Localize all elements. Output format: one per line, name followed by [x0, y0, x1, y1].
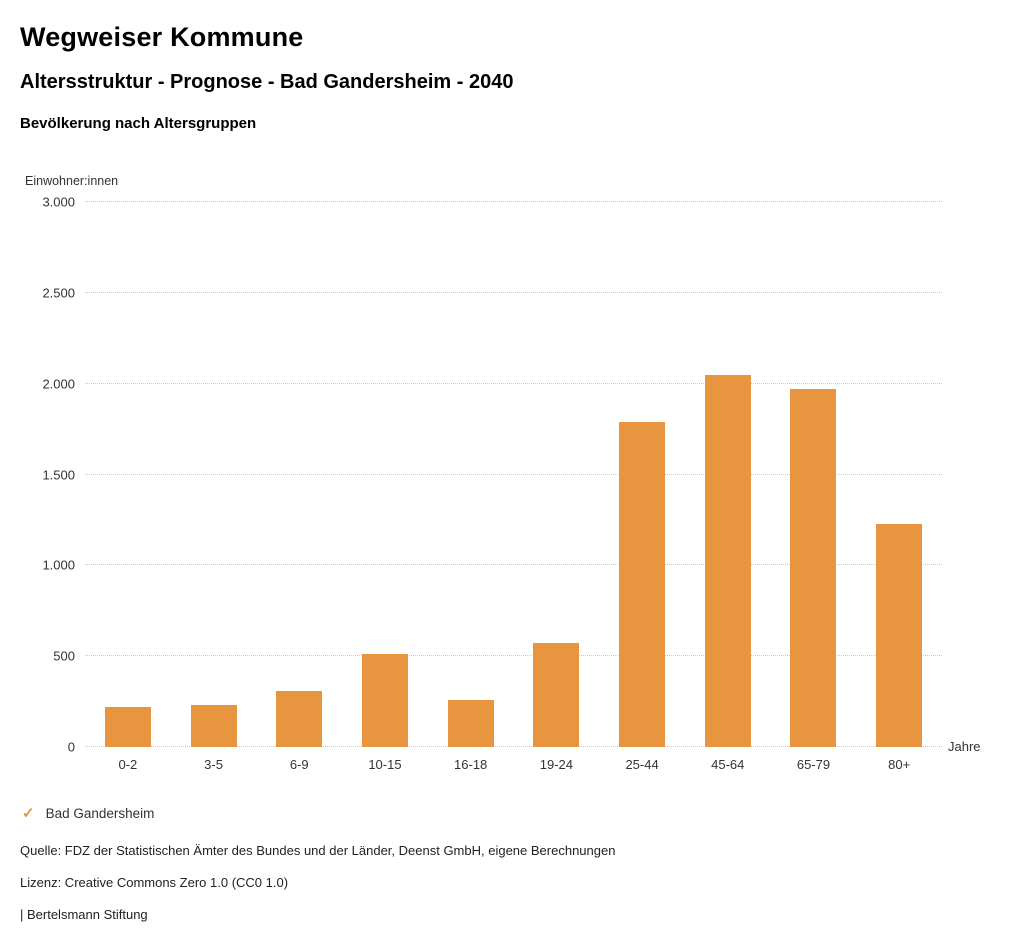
x-tick-label: 16-18: [454, 757, 488, 772]
x-tick-label: 6-9: [289, 757, 309, 772]
bar-25-44[interactable]: [619, 421, 666, 747]
page-subtitle: Altersstruktur - Prognose - Bad Gandersh…: [20, 71, 514, 93]
y-tick-label: 2.000: [42, 376, 75, 392]
x-tick-label: 0-2: [118, 757, 138, 772]
gridline: 2.000: [42, 376, 942, 391]
legend-item[interactable]: ✓ Bad Gandersheim: [22, 806, 1004, 821]
bar-column: [428, 202, 514, 747]
gridline: 1.500: [42, 467, 942, 482]
x-labels-row: 0-2 3-5 6-9 10-15 16-18 19-24 25-44 45-64 65-79 8…: [85, 747, 942, 772]
bar-3-5[interactable]: [190, 705, 237, 747]
bar-19-24[interactable]: [533, 643, 580, 747]
bar-chart: 0 500 1.000 1.500 2.000 2.500 3.000 Jahre 0-2 3…: [42, 195, 980, 773]
x-axis-title: Jahre: [948, 739, 981, 754]
bar-10-15[interactable]: [361, 654, 408, 747]
bar-column: [514, 202, 600, 747]
bar-column: [342, 202, 428, 747]
x-tick-label: 25-44: [625, 757, 659, 772]
y-tick-label: 500: [53, 648, 75, 664]
bar-column: [171, 202, 257, 747]
bar-column: [599, 202, 685, 747]
bars-layer: [85, 202, 942, 747]
x-tick-label: 80+: [888, 757, 911, 772]
x-tick-label: 19-24: [539, 757, 573, 772]
y-tick-label: 3.000: [42, 194, 75, 210]
bar-65-79[interactable]: [790, 389, 837, 747]
attribution-text: | Bertelsmann Stiftung: [20, 907, 148, 922]
bar-column: [685, 202, 771, 747]
y-axis-title: Einwohner:innen: [25, 174, 119, 188]
bar-column: [856, 202, 942, 747]
bar-column: [256, 202, 342, 747]
x-tick-label: 45-64: [711, 757, 745, 772]
y-tick-label: 2.500: [42, 285, 75, 301]
check-icon: ✓: [22, 805, 35, 822]
y-tick-label: 1.000: [42, 557, 75, 573]
bar-column: [85, 202, 171, 747]
bar-column: [771, 202, 857, 747]
page-title: Wegweiser Kommune: [20, 22, 304, 52]
footer: Quelle: FDZ der Statistischen Ämter des …: [20, 843, 1004, 922]
gridline: 2.500: [42, 285, 942, 300]
plot-area: 0 500 1.000 1.500 2.000 2.500 3.000 Jahre: [42, 195, 980, 755]
bar-80+[interactable]: [876, 523, 923, 747]
x-tick-label: 10-15: [368, 757, 402, 772]
y-tick-label: 1.500: [42, 467, 75, 482]
x-tick-label: 3-5: [204, 757, 223, 772]
bar-45-64[interactable]: [704, 374, 751, 747]
bar-16-18[interactable]: [447, 699, 494, 747]
gridline: 3.000: [42, 195, 942, 210]
gridline: 500: [53, 649, 942, 664]
license-text: Lizenz: Creative Commons Zero 1.0 (CC0 1…: [20, 875, 289, 890]
legend-label: Bad Gandersheim: [45, 806, 155, 821]
source-text: Quelle: FDZ der Statistischen Ämter des …: [20, 843, 616, 858]
chart-title: Bevölkerung nach Altersgruppen: [20, 115, 257, 132]
gridline: 0: [68, 740, 942, 755]
x-tick-label: 65-79: [796, 757, 831, 772]
bar-0-2[interactable]: [104, 707, 151, 747]
bar-6-9[interactable]: [276, 690, 323, 747]
gridline: 1.000: [42, 558, 942, 573]
y-tick-label: 0: [67, 739, 75, 755]
